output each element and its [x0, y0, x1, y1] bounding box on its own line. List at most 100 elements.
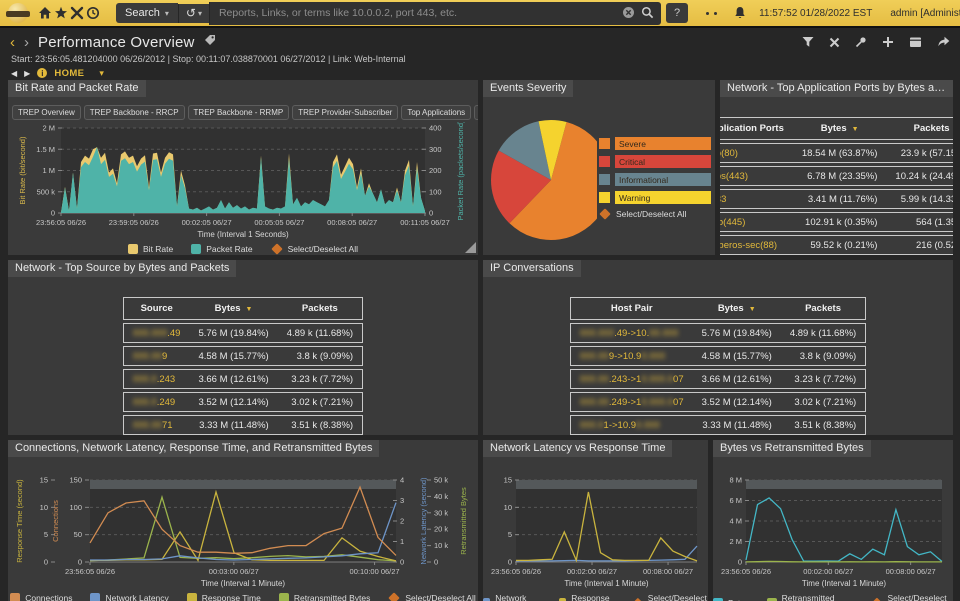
- breadcrumb-forward-icon[interactable]: ▶: [24, 68, 31, 78]
- row-key-link[interactable]: 888.889->10.98.888: [569, 346, 693, 366]
- legend-item-network-latency[interactable]: Network Latency: [90, 593, 169, 601]
- tab-trep-provider-subscriber[interactable]: TREP Provider-Subscriber: [292, 105, 399, 120]
- cell-text: .249->1: [608, 396, 642, 408]
- legend-label: Response Time: [201, 593, 261, 601]
- legend-item-response-time[interactable]: Response Time: [186, 593, 261, 601]
- zoom-strip[interactable]: [90, 480, 396, 489]
- events-severity-pie-chart[interactable]: [485, 108, 597, 248]
- legend-item-select-deselect-all[interactable]: Select/Deselect All: [599, 208, 711, 220]
- search-history-dropdown[interactable]: ↺ ▾: [177, 3, 209, 23]
- share-icon[interactable]: [937, 36, 950, 48]
- breadcrumb-back-icon[interactable]: ◀: [11, 68, 18, 78]
- row-value: 564 (1.35%): [886, 212, 953, 232]
- x-tick-label: 23:59:05 06/26: [109, 218, 159, 227]
- tab-top-application-ports[interactable]: Top Application Ports: [474, 105, 478, 120]
- pie-slice-critical[interactable]: [491, 150, 551, 224]
- cell-text: 9: [161, 350, 168, 362]
- column-header-packets[interactable]: Packets: [780, 297, 867, 320]
- tools-icon[interactable]: [70, 1, 84, 25]
- search-input[interactable]: [208, 1, 661, 25]
- legend-item-severe[interactable]: Severe: [599, 137, 711, 150]
- row-key-link[interactable]: 8333: [720, 189, 793, 209]
- tab-trep-overview[interactable]: TREP Overview: [12, 105, 81, 120]
- row-key-link[interactable]: https(443): [720, 166, 793, 186]
- legend-item-select-deselect-all[interactable]: Select/Deselect All: [388, 592, 476, 601]
- legend-item-select-deselect-all[interactable]: Select/Deselect All: [270, 243, 358, 255]
- latency-vs-response-chart[interactable]: 0 5 10 15 23:56:05 06/26 00:02:00 06/27 00:08:…: [486, 474, 705, 592]
- breadcrumb-home[interactable]: HOME: [54, 67, 85, 79]
- row-value: 4.89 k (11.68%): [780, 323, 867, 343]
- legend-item-bit-rate[interactable]: Bit Rate: [128, 244, 173, 254]
- calendar-icon[interactable]: [909, 36, 922, 48]
- column-header-application-ports[interactable]: Application Ports: [720, 117, 793, 140]
- legend-item-connections[interactable]: Connections: [10, 593, 72, 601]
- row-key-link[interactable]: 888.889: [122, 346, 190, 366]
- row-key-link[interactable]: 888.888.49: [122, 323, 190, 343]
- home-icon[interactable]: [38, 1, 52, 25]
- add-icon[interactable]: [882, 36, 894, 48]
- column-header-packets[interactable]: Packets: [277, 297, 364, 320]
- tag-icon[interactable]: [204, 33, 216, 51]
- column-header-bytes[interactable]: Bytes ▼: [792, 117, 887, 140]
- row-key-link[interactable]: 888.81->10.98.888: [569, 415, 693, 435]
- tab-trep-backbone-rrmp[interactable]: TREP Backbone - RRMP: [187, 105, 290, 120]
- legend-item-select-deselect-all[interactable]: Select/Deselect All: [632, 593, 708, 601]
- legend-item-critical[interactable]: Critical: [599, 155, 711, 168]
- close-icon[interactable]: [829, 37, 840, 48]
- y-axis-title: Connections: [51, 500, 60, 542]
- chevron-down-icon[interactable]: ▾: [99, 67, 104, 78]
- legend-item-warning[interactable]: Warning: [599, 191, 711, 204]
- row-value: 3.8 k (9.09%): [780, 346, 867, 366]
- legend-item-retransmitted-bytes[interactable]: Retransmitted Bytes: [767, 593, 853, 601]
- y-tick-label: 10: [40, 503, 48, 512]
- favorites-star-icon[interactable]: [54, 1, 68, 25]
- history-clock-icon[interactable]: [86, 1, 100, 25]
- zoom-strip[interactable]: [746, 480, 942, 489]
- row-key-link[interactable]: 888.888.49->10.88.888: [569, 323, 693, 343]
- pie-slice-warning[interactable]: [538, 119, 567, 180]
- row-key-link[interactable]: 888.8871: [122, 415, 190, 435]
- resize-handle[interactable]: [465, 242, 476, 253]
- legend-item-packet-rate[interactable]: Packet Rate: [191, 244, 253, 254]
- bytes-vs-retransmitted-chart[interactable]: 0 2 M 4 M 6 M 8 M 23:56:05 06/26 00:02:00 06/2…: [716, 474, 950, 592]
- row-value: 3.02 k (7.21%): [780, 392, 867, 412]
- search-icon[interactable]: [641, 6, 654, 24]
- column-header-bytes[interactable]: Bytes ▼: [189, 297, 278, 320]
- row-key-link[interactable]: http(80): [720, 143, 793, 163]
- column-header-host-pair[interactable]: Host Pair: [569, 297, 693, 320]
- pin-icon[interactable]: [855, 36, 867, 48]
- row-key-link[interactable]: smb(445): [720, 212, 793, 232]
- tab-top-applications[interactable]: Top Applications: [401, 105, 472, 120]
- legend-item-bytes[interactable]: Bytes: [713, 598, 749, 601]
- filter-icon[interactable]: [802, 36, 814, 48]
- column-header-packets[interactable]: Packets: [886, 117, 953, 140]
- help-button[interactable]: ?: [665, 3, 689, 23]
- legend-item-informational[interactable]: Informational: [599, 173, 711, 186]
- legend-item-response-time[interactable]: Response Time: [559, 593, 614, 601]
- search-scope-dropdown[interactable]: Search ▾: [116, 3, 178, 23]
- row-key-link[interactable]: 888.8.243: [122, 369, 190, 389]
- nav-back-icon[interactable]: ‹: [10, 33, 15, 51]
- legend-item-retransmitted-bytes[interactable]: Retransmitted Bytes: [278, 593, 370, 601]
- pie-slice-informational[interactable]: [498, 121, 551, 180]
- row-key-link[interactable]: 888.88.243->18.888.807: [569, 369, 693, 389]
- legend-item-select-deselect-all[interactable]: Select/Deselect All: [871, 593, 953, 601]
- user-menu[interactable]: admin [Administrators] ▾: [890, 8, 960, 19]
- column-header-source[interactable]: Source: [122, 297, 190, 320]
- row-key-link[interactable]: 888.8.249: [122, 392, 190, 412]
- info-icon[interactable]: i: [37, 68, 48, 78]
- app-logo[interactable]: [6, 3, 30, 23]
- bitrate-packet-rate-chart[interactable]: 0 500 k 1 M 1.5 M 2 M Bit Rate (bit/second) 0 1…: [15, 122, 471, 243]
- nav-forward-icon[interactable]: ›: [24, 33, 29, 51]
- row-key-link[interactable]: 888.88.249->18.888.807: [569, 392, 693, 412]
- pie-slice-severe[interactable]: [509, 122, 597, 240]
- row-key-link[interactable]: kerberos-sec(88): [720, 235, 793, 255]
- more-options-dots-icon[interactable]: [706, 11, 718, 15]
- zoom-strip[interactable]: [516, 480, 697, 489]
- tab-trep-backbone-rrcp[interactable]: TREP Backbone - RRCP: [83, 105, 185, 120]
- legend-item-network-latency[interactable]: Network Latency: [483, 593, 541, 601]
- column-header-bytes[interactable]: Bytes ▼: [692, 297, 781, 320]
- clear-search-icon[interactable]: [622, 6, 635, 24]
- notifications-bell-icon[interactable]: [733, 1, 747, 25]
